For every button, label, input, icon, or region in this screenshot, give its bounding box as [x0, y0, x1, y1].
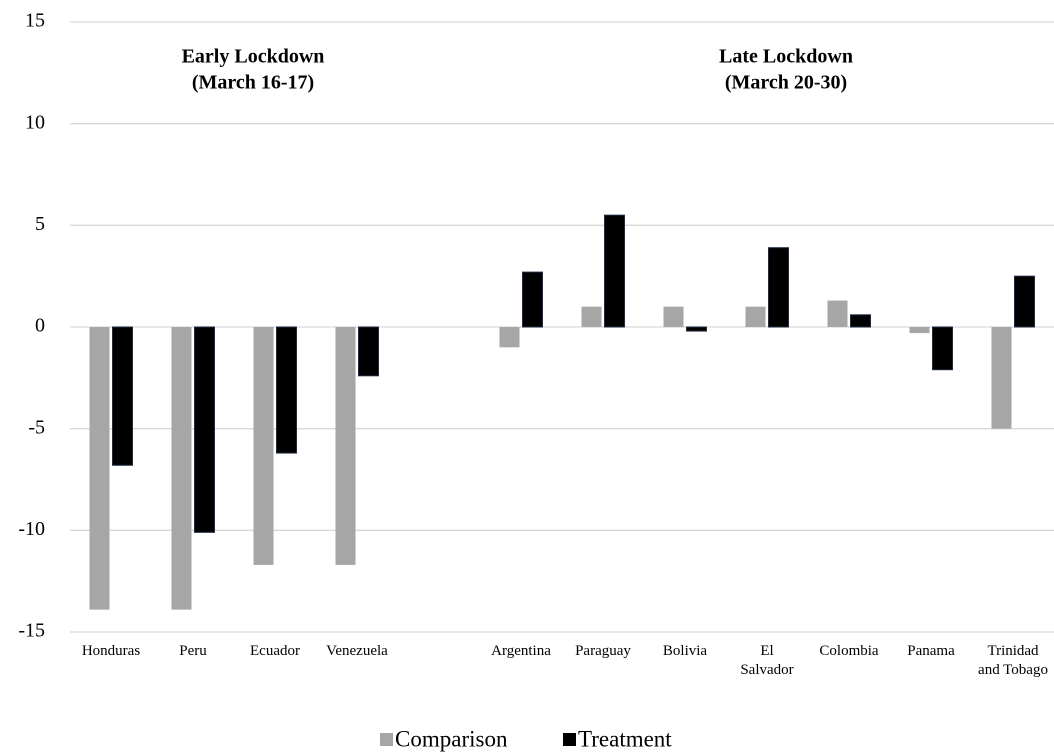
x-tick-label: El Salvador — [740, 643, 794, 678]
bar — [991, 327, 1012, 429]
legend-swatch — [380, 733, 393, 746]
bar — [253, 327, 274, 565]
annotation: Early Lockdown — [182, 46, 325, 68]
legend-label: Comparison — [395, 726, 508, 751]
bar — [932, 326, 953, 371]
annotation: (March 20-30) — [725, 72, 847, 94]
x-tick-label: Panama — [907, 643, 955, 659]
bar — [89, 327, 110, 610]
bar — [768, 247, 789, 328]
bar — [194, 326, 215, 533]
bar — [850, 314, 871, 328]
x-tick-label: Bolivia — [662, 643, 708, 659]
bar — [604, 214, 625, 328]
x-tick-label: Paraguay — [575, 643, 631, 659]
x-tick-label: Trinidad and Tobago — [978, 643, 1048, 678]
x-tick-label: Venezuela — [326, 643, 388, 659]
bar — [499, 327, 520, 348]
bar — [827, 300, 848, 327]
x-tick-label: Argentina — [491, 643, 551, 659]
legend-label: Treatment — [578, 726, 672, 751]
bar — [686, 326, 707, 332]
x-tick-label: Ecuador — [250, 643, 300, 659]
bar — [745, 306, 766, 327]
annotation: (March 16-17) — [192, 72, 314, 94]
y-tick-label: -10 — [18, 518, 45, 540]
y-tick-label: -5 — [28, 416, 45, 438]
bar — [581, 306, 602, 327]
legend-swatch — [563, 733, 576, 746]
bar — [522, 271, 543, 328]
x-tick-label: Colombia — [819, 643, 879, 659]
y-tick-label: 0 — [35, 315, 45, 337]
y-tick-label: 15 — [25, 10, 45, 32]
bar — [335, 327, 356, 565]
bar — [276, 326, 297, 454]
x-tick-label: Peru — [179, 643, 207, 659]
bar — [358, 326, 379, 377]
x-tick-label: Honduras — [81, 643, 141, 659]
bar — [1014, 275, 1035, 328]
bar — [171, 327, 192, 610]
y-tick-label: 5 — [35, 213, 45, 235]
y-tick-label: 10 — [25, 111, 45, 133]
y-tick-label: -15 — [18, 620, 45, 642]
bar — [663, 306, 684, 327]
bar — [909, 327, 930, 334]
bar — [112, 326, 133, 466]
annotation: Late Lockdown — [719, 46, 853, 68]
